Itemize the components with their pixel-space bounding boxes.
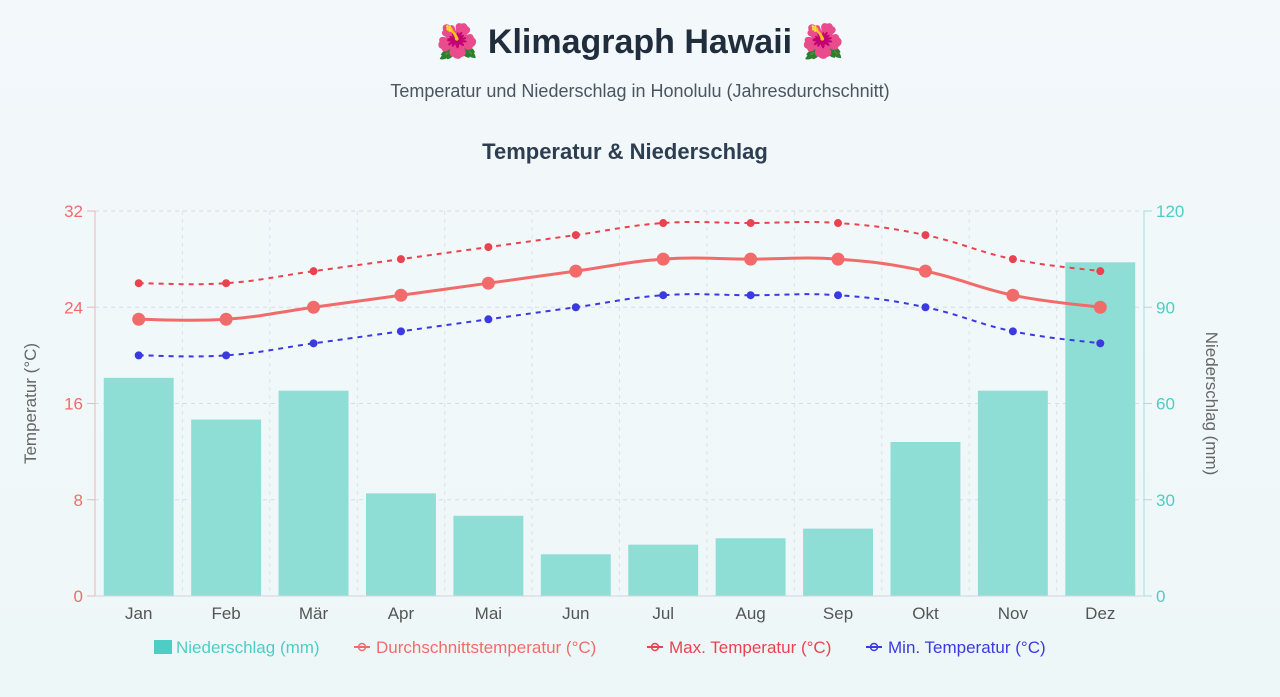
left-axis-tick-label: 8 xyxy=(74,491,83,510)
x-axis-tick-label: Jul xyxy=(652,604,674,623)
point-max-temperature xyxy=(309,267,318,276)
bar-precipitation xyxy=(278,390,349,596)
x-axis-tick-label: Sep xyxy=(823,604,853,623)
x-axis-tick-label: Apr xyxy=(388,604,415,623)
point-max-temperature xyxy=(659,219,668,228)
right-axis-tick-label: 30 xyxy=(1156,491,1175,510)
x-axis-tick-label: Mai xyxy=(475,604,502,623)
point-avg-temperature xyxy=(394,288,408,302)
point-avg-temperature xyxy=(918,264,932,278)
point-min-temperature xyxy=(746,291,755,300)
point-min-temperature xyxy=(659,291,668,300)
point-avg-temperature xyxy=(1093,300,1107,314)
bar-precipitation xyxy=(628,544,699,596)
point-min-temperature xyxy=(921,303,930,312)
right-axis-tick-label: 120 xyxy=(1156,202,1184,221)
bar-precipitation xyxy=(453,515,524,596)
line-max-temperature xyxy=(138,220,1101,286)
right-axis-tick-label: 0 xyxy=(1156,587,1165,606)
point-max-temperature xyxy=(484,243,493,252)
legend-swatch-point xyxy=(650,642,660,652)
x-axis-tick-label: Feb xyxy=(211,604,240,623)
point-min-temperature xyxy=(222,351,231,360)
point-min-temperature xyxy=(309,339,318,348)
legend-item[interactable]: Min. Temperatur (°C) xyxy=(866,638,1046,657)
point-max-temperature xyxy=(1008,255,1017,264)
bar-precipitation xyxy=(191,419,262,596)
page-title: 🌺 Klimagraph Hawaii 🌺 xyxy=(436,23,844,61)
bar-precipitation xyxy=(890,442,961,596)
point-min-temperature xyxy=(1096,339,1105,348)
temperature-lines xyxy=(132,219,1107,360)
point-min-temperature xyxy=(484,315,493,324)
x-axis-tick-label: Okt xyxy=(912,604,939,623)
left-axis-tick-label: 24 xyxy=(64,298,83,317)
chart-legend[interactable]: Niederschlag (mm) Durchschnittstemperatur… xyxy=(154,638,1046,657)
point-min-temperature xyxy=(571,303,580,312)
bar-precipitation xyxy=(977,390,1048,596)
right-axis-tick-label: 60 xyxy=(1156,395,1175,414)
legend-label: Niederschlag (mm) xyxy=(176,638,320,657)
point-avg-temperature xyxy=(831,252,845,266)
legend-item[interactable]: Durchschnittstemperatur (°C) xyxy=(354,638,596,657)
left-axis-tick-label: 32 xyxy=(64,202,83,221)
x-axis-tick-label: Nov xyxy=(998,604,1029,623)
x-axis-tick-label: Jun xyxy=(562,604,589,623)
bar-precipitation xyxy=(365,493,436,596)
point-max-temperature xyxy=(746,219,755,228)
point-max-temperature xyxy=(834,219,843,228)
right-axis-tick-label: 90 xyxy=(1156,298,1175,317)
bar-precipitation xyxy=(715,538,786,596)
point-max-temperature xyxy=(134,279,143,288)
legend-label: Max. Temperatur (°C) xyxy=(669,638,831,657)
line-min-temperature xyxy=(138,293,1101,358)
x-axis-tick-label: Aug xyxy=(736,604,766,623)
legend-swatch-point xyxy=(357,642,367,652)
right-axis-label: Niederschlag (mm) xyxy=(1202,332,1221,476)
legend-item[interactable]: Max. Temperatur (°C) xyxy=(647,638,831,657)
point-min-temperature xyxy=(1008,327,1017,336)
point-min-temperature xyxy=(396,327,405,336)
point-max-temperature xyxy=(222,279,231,288)
point-avg-temperature xyxy=(744,252,758,266)
chart-axes: 0 8 16 24 32 Temperatur (°C) 0 30 60 90 120 Nieders… xyxy=(21,202,1221,623)
point-max-temperature xyxy=(396,255,405,264)
bar-precipitation xyxy=(103,377,174,596)
precipitation-bars xyxy=(103,262,1136,596)
bar-precipitation xyxy=(1065,262,1136,596)
legend-label: Durchschnittstemperatur (°C) xyxy=(376,638,596,657)
point-avg-temperature xyxy=(481,276,495,290)
point-avg-temperature xyxy=(132,312,146,326)
point-min-temperature xyxy=(134,351,143,360)
point-avg-temperature xyxy=(307,300,321,314)
page-subtitle: Temperatur und Niederschlag in Honolulu … xyxy=(390,81,890,101)
point-min-temperature xyxy=(834,291,843,300)
line-avg-temperature xyxy=(138,256,1101,322)
legend-item[interactable]: Niederschlag (mm) xyxy=(154,638,320,657)
point-avg-temperature xyxy=(656,252,670,266)
left-axis-tick-label: 0 xyxy=(74,587,83,606)
point-max-temperature xyxy=(571,231,580,240)
point-avg-temperature xyxy=(569,264,583,278)
chart-title: Temperatur & Niederschlag xyxy=(482,139,768,164)
x-axis-tick-label: Dez xyxy=(1085,604,1115,623)
x-axis-tick-label: Jan xyxy=(125,604,152,623)
point-max-temperature xyxy=(1096,267,1105,276)
bar-precipitation xyxy=(803,528,874,596)
x-axis-tick-label: Mär xyxy=(299,604,329,623)
point-avg-temperature xyxy=(219,312,233,326)
legend-swatch-point xyxy=(869,642,879,652)
left-axis-label: Temperatur (°C) xyxy=(21,343,40,464)
left-axis-tick-label: 16 xyxy=(64,395,83,414)
legend-swatch-bar xyxy=(154,640,172,654)
point-avg-temperature xyxy=(1006,288,1020,302)
point-max-temperature xyxy=(921,231,930,240)
legend-label: Min. Temperatur (°C) xyxy=(888,638,1046,657)
bar-precipitation xyxy=(540,554,611,596)
